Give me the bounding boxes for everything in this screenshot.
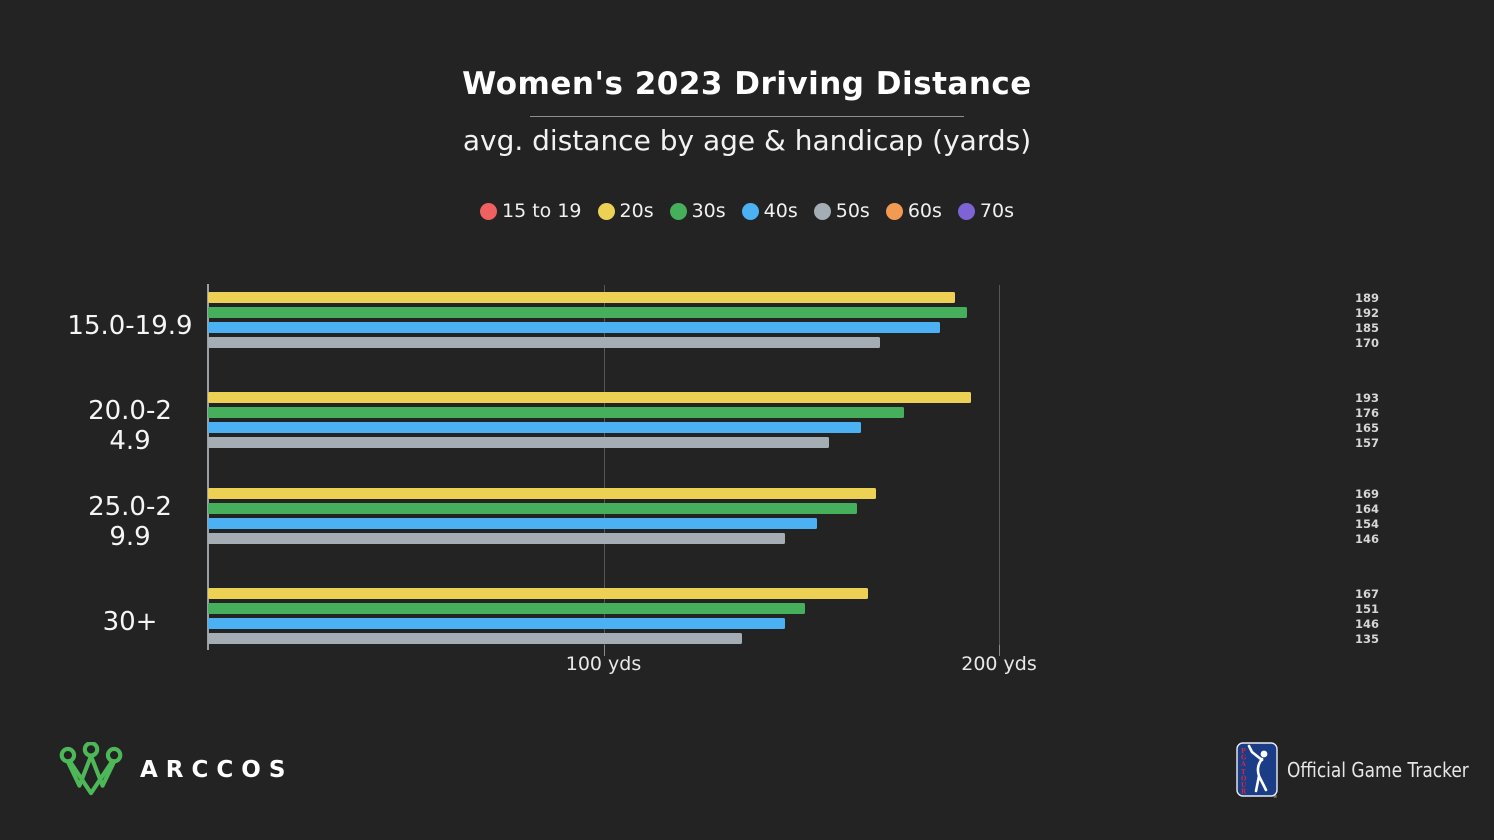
bar-15.0-19.9-20s: [208, 292, 956, 303]
svg-text:A: A: [1240, 761, 1246, 768]
legend-item-40s: 40s: [741, 200, 798, 222]
bar-20.0-24.9-40s: [208, 422, 861, 433]
axis-tick: [603, 645, 605, 656]
legend-label: 50s: [835, 200, 870, 222]
axis-tick: [999, 645, 1000, 656]
registered-mark: ®: [1273, 793, 1278, 799]
chart-legend: 15 to 19 20s 30s 40s 50s 60s 70s: [0, 200, 1494, 222]
gridline-200: [999, 285, 1000, 645]
legend-label: 60s: [907, 200, 942, 222]
value-label: 185: [1355, 321, 1380, 335]
chart-subtitle: avg. distance by age & handicap (yards): [462, 124, 1032, 157]
bar-30+-50s: [208, 633, 742, 644]
value-label: 154: [1355, 517, 1380, 531]
bar-20.0-24.9-20s: [208, 392, 972, 403]
legend-item-20s: 20s: [597, 200, 654, 222]
category-label-15.0-19.9: 15.0-19.9: [67, 311, 193, 341]
svg-text:T: T: [1241, 769, 1246, 776]
legend-dot-icon: [885, 202, 903, 220]
arccos-crown-icon: [59, 742, 123, 796]
x-tick-label: 200 yds: [961, 653, 1037, 675]
value-label: 193: [1355, 391, 1380, 405]
x-tick-label: 100 yds: [565, 653, 642, 675]
legend-label: 20s: [619, 200, 654, 222]
legend-label: 30s: [691, 200, 726, 222]
legend-label: 40s: [763, 200, 798, 222]
legend-dot-icon: [741, 202, 759, 220]
value-label: 189: [1355, 291, 1380, 305]
arccos-logo: ARCCOS: [58, 742, 293, 798]
svg-text:P: P: [1241, 748, 1246, 755]
svg-text:U: U: [1241, 782, 1247, 789]
y-axis-line: [207, 284, 209, 650]
legend-dot-icon: [480, 202, 497, 220]
legend-item-60s: 60s: [885, 200, 942, 222]
legend-item-50s: 50s: [813, 200, 870, 222]
category-label-20.0-24.9: 20.0-2 4.9: [88, 396, 172, 456]
bar-30+-40s: [208, 618, 786, 629]
legend-dot-icon: [957, 202, 975, 220]
value-label: 167: [1355, 587, 1380, 601]
value-label: 165: [1355, 421, 1380, 435]
bar-30+-30s: [208, 603, 806, 614]
legend-dot-icon: [597, 202, 615, 220]
bar-25.0-29.9-30s: [208, 503, 857, 514]
value-label: 146: [1355, 617, 1380, 631]
value-label: 135: [1355, 632, 1380, 646]
value-label: 151: [1355, 602, 1380, 616]
legend-dot-icon: [813, 202, 831, 220]
arccos-wordmark: ARCCOS: [140, 757, 294, 783]
bar-20.0-24.9-30s: [208, 407, 905, 418]
bar-30+-20s: [208, 588, 869, 599]
svg-text:R: R: [1241, 788, 1247, 795]
bar-25.0-29.9-20s: [208, 488, 877, 499]
value-label: 146: [1355, 532, 1380, 546]
legend-item-70s: 70s: [957, 200, 1014, 222]
value-label: 170: [1355, 336, 1380, 350]
pga-tracker-label: Official Game Tracker: [1287, 758, 1469, 782]
value-label: 192: [1355, 306, 1380, 320]
chart-title: Women's 2023 Driving Distance: [462, 66, 1032, 102]
category-label-25.0-29.9: 25.0-2 9.9: [88, 492, 172, 552]
legend-item-15-to-19: 15 to 19: [480, 200, 582, 222]
value-label: 176: [1355, 406, 1380, 420]
value-label: 164: [1355, 502, 1380, 516]
bar-15.0-19.9-30s: [208, 307, 968, 318]
title-divider: [530, 116, 964, 117]
bar-15.0-19.9-40s: [208, 322, 940, 333]
category-label-30+: 30+: [102, 607, 158, 637]
bar-25.0-29.9-40s: [208, 518, 818, 529]
bar-15.0-19.9-50s: [208, 337, 881, 348]
legend-dot-icon: [669, 202, 687, 220]
legend-item-30s: 30s: [669, 200, 726, 222]
svg-text:G: G: [1241, 754, 1246, 761]
gridline-100: [603, 285, 605, 645]
legend-label: 15 to 19: [502, 200, 582, 222]
pga-tour-badge: P G A T O U R ® Official Game Tracker: [1236, 741, 1494, 799]
pga-tour-logo-icon: P G A T O U R ®: [1236, 741, 1278, 799]
bar-20.0-24.9-50s: [208, 437, 829, 448]
bar-25.0-29.9-50s: [208, 533, 786, 544]
value-label: 157: [1355, 436, 1380, 450]
legend-label: 70s: [979, 200, 1014, 222]
svg-text:O: O: [1241, 775, 1247, 782]
value-label: 169: [1355, 487, 1380, 501]
